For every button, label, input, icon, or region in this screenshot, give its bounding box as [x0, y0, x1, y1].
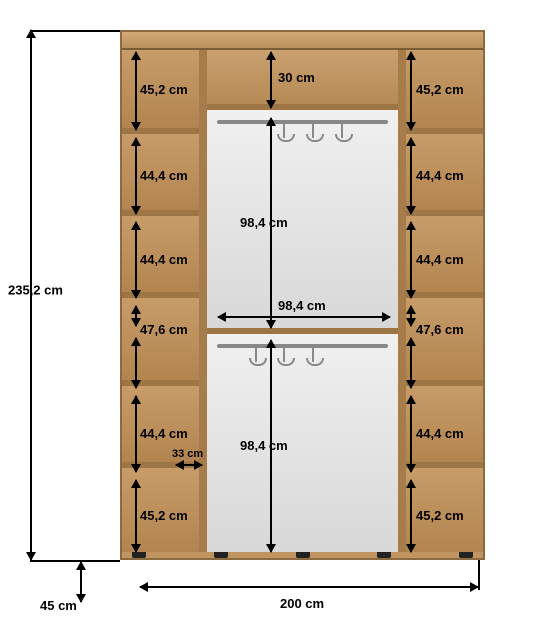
- feet: [122, 552, 483, 558]
- height-tick-top: [30, 30, 120, 32]
- right-dim-arrow: [410, 396, 412, 472]
- hanger-icon: [255, 344, 257, 362]
- right-dim-4: 47,6 cm: [416, 322, 464, 337]
- left-dim-arrow: [135, 138, 137, 214]
- left-dim-2: 44,4 cm: [140, 168, 188, 183]
- right-dim-1: 45,2 cm: [416, 82, 464, 97]
- right-dim-arrow: [410, 480, 412, 552]
- mid-width-arrow: [218, 316, 390, 318]
- inner-depth-arrow: [176, 464, 202, 466]
- left-dim-5: 44,4 cm: [140, 426, 188, 441]
- left-dim-arrow: [135, 396, 137, 472]
- inner-depth-label: 33 cm: [172, 448, 203, 460]
- rail-upper: [217, 120, 389, 124]
- hanger-icon: [283, 344, 285, 362]
- right-dim-arrow: [410, 52, 412, 130]
- right-dim-arrow: [410, 338, 412, 388]
- right-dim-arrow: [410, 306, 412, 326]
- rail-lower: [217, 344, 389, 348]
- hanger-icon: [341, 120, 343, 138]
- right-shelf-4: [406, 298, 483, 386]
- right-dim-arrow: [410, 222, 412, 298]
- width-label: 200 cm: [280, 596, 324, 611]
- mid-dim-top: 30 cm: [278, 70, 315, 85]
- depth-label: 45 cm: [40, 598, 77, 613]
- mid-hanging-lower: [207, 334, 398, 552]
- hanger-icon: [283, 120, 285, 138]
- mid-dim-arrow: [270, 52, 272, 108]
- mid-dim-hang2: 98,4 cm: [240, 438, 288, 453]
- wardrobe: [120, 30, 485, 560]
- hanger-icon: [312, 120, 314, 138]
- left-dim-arrow: [135, 338, 137, 388]
- height-label: 235,2 cm: [8, 283, 63, 298]
- left-dim-arrow: [135, 306, 137, 326]
- hanger-icon: [312, 344, 314, 362]
- right-dim-2: 44,4 cm: [416, 168, 464, 183]
- mid-width-label: 98,4 cm: [278, 298, 326, 313]
- height-tick-bot: [30, 560, 120, 562]
- right-dim-3: 44,4 cm: [416, 252, 464, 267]
- left-dim-3: 44,4 cm: [140, 252, 188, 267]
- right-dim-arrow: [410, 138, 412, 214]
- left-dim-arrow: [135, 52, 137, 130]
- left-dim-6: 45,2 cm: [140, 508, 188, 523]
- left-dim-arrow: [135, 480, 137, 552]
- mid-dim-hang1: 98,4 cm: [240, 215, 288, 230]
- right-dim-5: 44,4 cm: [416, 426, 464, 441]
- left-dim-4: 47,6 cm: [140, 322, 188, 337]
- width-tick-r: [478, 560, 480, 590]
- left-dim-1: 45,2 cm: [140, 82, 188, 97]
- left-dim-arrow: [135, 222, 137, 298]
- top-panel: [122, 32, 483, 50]
- width-arrow: [140, 586, 478, 588]
- depth-arrow: [80, 562, 82, 602]
- right-dim-6: 45,2 cm: [416, 508, 464, 523]
